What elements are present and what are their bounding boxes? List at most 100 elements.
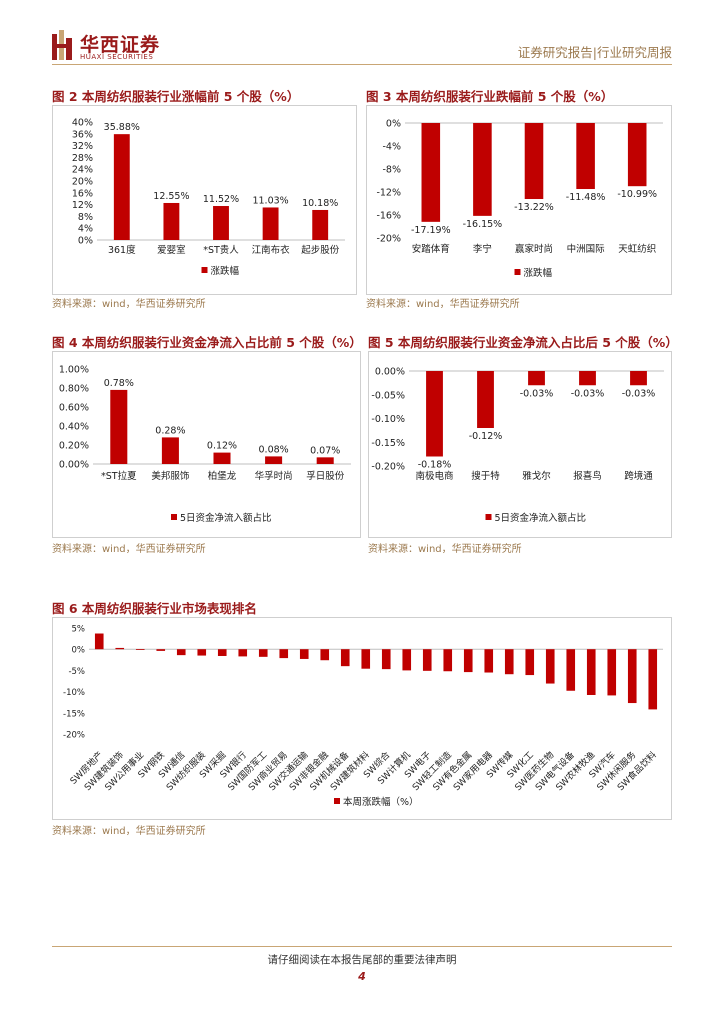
y-tick-label: 8% [78,212,93,223]
figure-4-title: 图 4 本周纺织服装行业资金净流入占比前 5 个股（%） [52,335,362,350]
figure-3-source: 资料来源：wind，华西证券研究所 [366,299,520,310]
category-label: *ST贵人 [203,244,239,256]
bar [421,123,441,222]
y-tick-label: 12% [72,200,93,211]
bar [630,371,647,386]
data-label: -13.22% [514,202,554,213]
data-label: -17.19% [411,225,451,236]
y-tick-label: 0.00% [375,367,405,378]
bar [576,123,595,190]
legend-swatch [201,267,208,273]
y-tick-label: 0% [386,119,401,130]
report-type: 证券研究报告|行业研究周报 [517,45,672,60]
legend-swatch [334,798,340,804]
brand-name-en: HUAXI SECURITIES [80,53,154,61]
figure-6-panel: 5% 0% -5% -10% -15% -20% SW房地产 SW建筑装饰 SW公用事业 SW钢铁… [52,617,672,820]
y-tick-label: 0.60% [59,403,89,414]
y-tick-label: 24% [72,165,93,176]
figure-2-source: 资料来源：wind，华西证券研究所 [52,299,206,310]
legend-label: 本周涨跌幅（%） [343,796,419,808]
legend-swatch [514,269,521,275]
bar [648,649,658,710]
y-tick-label: -0.15% [371,438,405,449]
category-label: 爱婴室 [157,244,186,256]
bar [213,206,229,240]
bar [463,649,473,673]
bar [265,456,283,464]
bar [607,649,617,696]
bar [262,207,279,240]
figure-3-title: 图 3 本周纺织服装行业跌幅前 5 个股（%） [366,89,614,104]
y-tick-label: -8% [383,165,402,176]
category-label: 安踏体育 [412,243,450,255]
data-label: 11.52% [203,194,239,205]
y-tick-label: 5% [72,625,86,635]
y-tick-label: 0.20% [59,441,89,452]
category-label: 赢家时尚 [515,243,553,255]
figure-5-title: 图 5 本周纺织服装行业资金净流入占比后 5 个股（%） [368,335,678,350]
brand-logo [52,30,74,60]
footer-rule [52,946,672,947]
legend-label: 5日资金净流入额占比 [180,512,272,524]
y-tick-label: 0.80% [59,384,89,395]
category-label: 柏堡龙 [208,470,237,482]
bar [361,649,371,669]
y-tick-label: -20% [63,731,85,741]
category-label: 天虹纺织 [618,243,656,255]
data-label: 0.07% [310,445,340,456]
category-label: 江南布衣 [252,244,291,256]
data-label: 12.55% [153,191,189,202]
y-tick-label: 40% [72,118,93,129]
bar [402,649,412,671]
y-tick-label: -15% [63,709,85,719]
y-tick-label: -10% [63,688,85,698]
category-label: *ST拉夏 [101,470,137,482]
y-tick-label: 16% [72,188,93,199]
bar [422,649,432,671]
legend-swatch [171,514,177,520]
bar [545,649,555,684]
category-label: 雅戈尔 [522,470,551,482]
y-tick-label: -0.05% [371,390,405,401]
data-label: -0.03% [622,388,656,399]
bar [627,123,647,187]
data-label: 35.88% [104,122,140,133]
bar [312,209,329,240]
y-tick-label: -4% [383,142,402,153]
bar [320,649,330,661]
bar [197,649,207,656]
category-label: 美邦服饰 [151,470,189,482]
y-tick-label: -20% [376,234,401,245]
bar [627,649,637,704]
y-tick-label: -0.20% [371,462,405,473]
figure-2-panel: 40% 36% 32% 28% 24% 20% 16% 12% 8% 4% 0% 35.88% 361度… [52,105,357,295]
data-label: -0.03% [520,388,554,399]
bar [176,649,186,656]
bar [579,371,596,386]
category-label: 南极电商 [415,470,453,482]
bar [528,371,545,386]
data-label: -10.99% [617,189,657,200]
bar [426,371,443,457]
bar [443,649,453,672]
category-label: 起步股份 [301,244,340,256]
bar [115,647,125,650]
y-tick-label: 1.00% [59,365,89,376]
bar [238,649,248,657]
y-tick-label: 28% [72,153,93,164]
data-label: -0.03% [571,388,605,399]
y-tick-label: 0.00% [59,460,89,471]
bar [381,649,391,670]
category-label: 报喜鸟 [573,470,602,482]
bar [316,457,334,464]
y-tick-label: 20% [72,177,93,188]
figure-6-title: 图 6 本周纺织服装行业市场表现排名 [52,601,257,616]
figure-5-panel: 0.00% -0.05% -0.10% -0.15% -0.20% -0.18% 南极电商 -… [368,351,672,538]
y-tick-label: 32% [72,141,93,152]
y-tick-label: 0.40% [59,422,89,433]
figure-4-source: 资料来源：wind，华西证券研究所 [52,544,206,555]
figure-2-title: 图 2 本周纺织服装行业涨幅前 5 个股（%） [52,89,300,104]
data-label: -0.18% [418,460,452,471]
bar [586,649,596,695]
category-label: 华孚时尚 [255,470,293,482]
